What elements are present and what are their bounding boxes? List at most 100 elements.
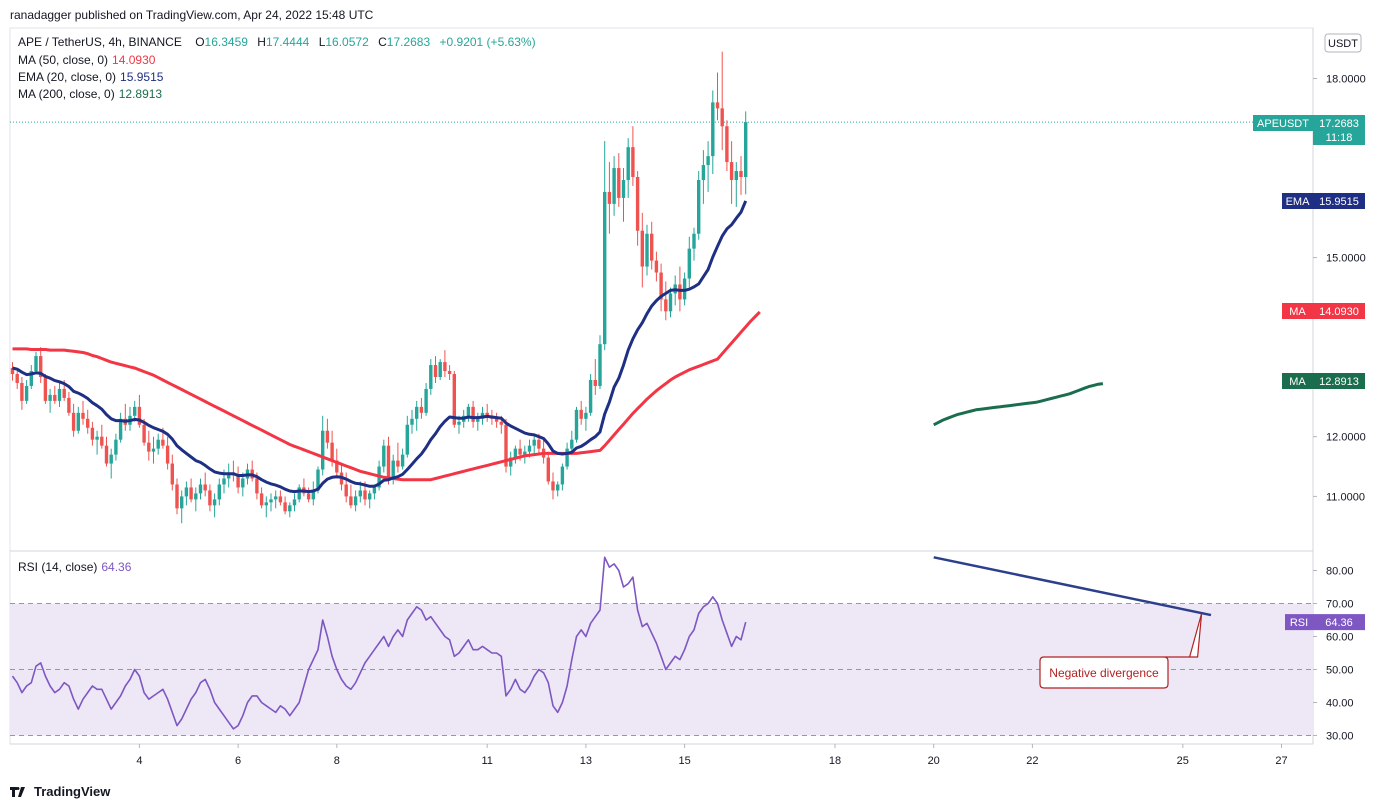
open-value: 16.3459 bbox=[204, 35, 248, 49]
candle-body bbox=[701, 165, 706, 180]
candle-body bbox=[161, 439, 165, 446]
price-tag-name-box bbox=[1282, 303, 1313, 319]
candle-body bbox=[217, 484, 221, 500]
candle-body bbox=[400, 454, 405, 467]
price-tag-value: 17.2683 bbox=[1319, 118, 1359, 130]
candle-body bbox=[34, 356, 38, 372]
candle-body bbox=[236, 475, 240, 488]
price-tag-value-box bbox=[1313, 115, 1365, 145]
candle bbox=[20, 377, 24, 410]
candle-body bbox=[306, 493, 311, 500]
high-label: H bbox=[257, 35, 266, 49]
divergence-annotation: Negative divergence bbox=[1039, 613, 1203, 689]
candle bbox=[574, 406, 579, 443]
candle-body bbox=[391, 460, 395, 479]
candle bbox=[715, 72, 720, 121]
candle bbox=[382, 439, 386, 473]
change-value: +0.9201 (+5.63%) bbox=[439, 35, 536, 49]
candle bbox=[236, 466, 240, 494]
candle-body bbox=[114, 439, 118, 455]
candle bbox=[603, 141, 607, 351]
x-tick-label: 13 bbox=[580, 755, 592, 767]
open-label: O bbox=[195, 35, 205, 49]
annotation-callout-box bbox=[1039, 613, 1203, 689]
candle bbox=[621, 168, 626, 222]
candle-body bbox=[137, 406, 142, 425]
price-tag-value-box bbox=[1313, 303, 1365, 319]
x-tick-label: 25 bbox=[1177, 755, 1189, 767]
candle-body bbox=[560, 466, 565, 485]
candle bbox=[640, 212, 644, 288]
currency-button[interactable]: USDT bbox=[1324, 33, 1362, 53]
publisher-header: ranadagger published on TradingView.com,… bbox=[10, 8, 374, 22]
rsi-line bbox=[11, 556, 747, 730]
candle bbox=[212, 493, 217, 518]
candle-body bbox=[499, 421, 503, 425]
candle-body bbox=[466, 406, 471, 416]
candle-body bbox=[720, 108, 724, 127]
candle-body bbox=[551, 481, 555, 491]
candle bbox=[137, 394, 142, 428]
candle bbox=[631, 126, 635, 186]
symbol-name[interactable]: APE / TetherUS, 4h, BINANCE bbox=[18, 35, 182, 49]
candle bbox=[664, 281, 668, 321]
footer-brand: TradingView bbox=[34, 784, 111, 799]
candle bbox=[654, 251, 659, 282]
candle-body bbox=[433, 365, 438, 377]
candle bbox=[419, 397, 424, 419]
candle bbox=[95, 430, 99, 455]
candle-body bbox=[692, 233, 696, 249]
x-tick-label: 18 bbox=[829, 755, 841, 767]
candle-body bbox=[212, 499, 217, 506]
candle-body bbox=[76, 412, 80, 431]
candle bbox=[208, 484, 212, 512]
candle bbox=[410, 409, 414, 434]
candle bbox=[90, 421, 95, 446]
candle bbox=[725, 120, 729, 172]
candle-body bbox=[198, 484, 203, 494]
candle bbox=[217, 478, 221, 506]
candle bbox=[321, 415, 325, 476]
ema20-legend[interactable]: EMA (20, close, 0) 15.9515 bbox=[18, 70, 163, 84]
candle bbox=[424, 382, 428, 416]
rsi-y-tick-label: 60.00 bbox=[1326, 632, 1354, 644]
rsi-legend[interactable]: RSI (14, close) 64.36 bbox=[18, 560, 131, 574]
candle bbox=[612, 156, 616, 216]
candle-body bbox=[678, 284, 682, 300]
rsi-tag-value: 64.36 bbox=[1325, 617, 1353, 629]
candle-body bbox=[471, 406, 475, 422]
candle bbox=[43, 374, 48, 404]
candle-body bbox=[142, 424, 146, 443]
symbol-legend: APE / TetherUS, 4h, BINANCE O16.3459 H 17… bbox=[18, 35, 536, 49]
candle-body bbox=[67, 397, 71, 413]
divergence-trendline bbox=[933, 556, 1212, 617]
candle-body bbox=[523, 451, 527, 455]
candle bbox=[34, 351, 38, 375]
candle bbox=[325, 418, 330, 449]
price-tag-value-box bbox=[1313, 193, 1365, 209]
candle bbox=[67, 391, 71, 416]
candle-body bbox=[565, 448, 569, 467]
candle bbox=[283, 496, 287, 515]
candle-body bbox=[621, 179, 626, 198]
ma50-legend[interactable]: MA (50, close, 0) 14.0930 bbox=[18, 53, 155, 67]
candle bbox=[471, 400, 475, 428]
candle bbox=[551, 472, 555, 500]
y-tick-label: 18.0000 bbox=[1326, 74, 1366, 86]
candle-body bbox=[734, 171, 738, 180]
y-tick-label: 15.0000 bbox=[1326, 253, 1366, 265]
candle-body bbox=[697, 179, 701, 234]
candle bbox=[81, 400, 85, 425]
candle bbox=[588, 374, 593, 416]
candle bbox=[711, 90, 715, 175]
candle-body bbox=[429, 365, 433, 389]
ma200-legend[interactable]: MA (200, close, 0) 12.8913 bbox=[18, 87, 162, 101]
candle bbox=[292, 493, 297, 512]
rsi-y-tick-label: 70.00 bbox=[1326, 599, 1354, 611]
candle bbox=[259, 487, 264, 509]
candle bbox=[175, 478, 179, 515]
candle bbox=[10, 362, 15, 381]
close-value: 17.2683 bbox=[386, 35, 431, 49]
candle-body bbox=[476, 418, 480, 422]
candle-body bbox=[10, 368, 15, 375]
